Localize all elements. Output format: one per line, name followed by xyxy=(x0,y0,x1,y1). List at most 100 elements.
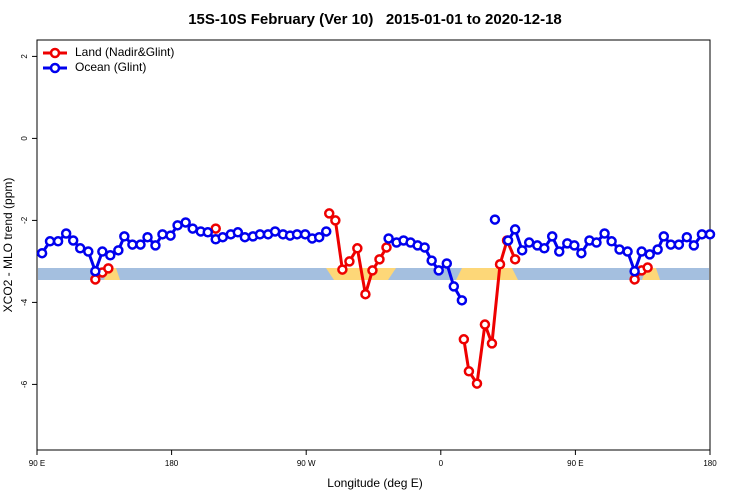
data-point xyxy=(622,246,633,257)
data-point xyxy=(591,237,602,248)
data-point xyxy=(509,224,521,235)
data-point xyxy=(103,263,114,274)
data-point xyxy=(105,250,116,261)
data-point xyxy=(553,246,565,257)
data-point xyxy=(383,233,394,244)
data-point xyxy=(652,244,663,255)
data-point xyxy=(142,231,153,243)
data-point xyxy=(681,231,693,243)
legend-marker xyxy=(49,47,61,59)
y-tick-label: 2 xyxy=(20,54,29,59)
data-point xyxy=(180,217,191,228)
data-point xyxy=(172,220,183,231)
x-tick-label: 0 xyxy=(439,459,444,468)
data-point xyxy=(471,378,483,389)
data-point xyxy=(330,215,341,226)
data-point xyxy=(629,274,640,285)
x-tick-label: 180 xyxy=(165,459,179,468)
data-point xyxy=(90,265,101,277)
data-point xyxy=(360,288,371,300)
data-point xyxy=(456,295,468,306)
data-point xyxy=(44,236,56,247)
x-axis-title: Longitude (deg E) xyxy=(327,476,422,490)
y-tick-label: -2 xyxy=(20,216,29,224)
data-point xyxy=(426,255,437,266)
data-point xyxy=(696,229,708,240)
data-point xyxy=(165,230,176,241)
data-point xyxy=(36,247,48,259)
data-point xyxy=(458,334,470,345)
data-point xyxy=(337,264,348,275)
data-point xyxy=(97,246,108,257)
data-point xyxy=(232,227,244,238)
y-tick-label: -4 xyxy=(20,298,29,306)
data-point xyxy=(113,245,124,256)
chart-title: 15S-10S February (Ver 10) 2015-01-01 to … xyxy=(188,11,562,28)
data-point xyxy=(463,366,475,377)
data-point xyxy=(539,243,550,254)
data-point xyxy=(313,231,325,243)
data-point xyxy=(187,223,198,234)
data-point xyxy=(239,231,251,243)
data-point xyxy=(658,231,670,242)
data-point xyxy=(606,236,617,247)
legend-label: Land (Nadir&Glint) xyxy=(75,45,174,59)
data-point xyxy=(569,240,580,251)
data-point xyxy=(83,246,94,257)
data-point xyxy=(150,240,161,251)
data-point xyxy=(704,229,716,240)
data-point xyxy=(665,239,677,250)
data-point xyxy=(210,223,221,234)
data-point xyxy=(688,240,700,251)
data-point xyxy=(119,231,130,242)
legend-label: Ocean (Glint) xyxy=(75,60,146,74)
data-point xyxy=(320,226,332,237)
data-point xyxy=(291,229,303,240)
data-point xyxy=(127,239,138,250)
data-point xyxy=(636,246,647,257)
x-tick-label: 90 E xyxy=(567,459,583,468)
x-tick-label: 90 E xyxy=(29,459,45,468)
data-point xyxy=(202,227,214,238)
data-point xyxy=(157,229,168,240)
data-point xyxy=(90,274,101,285)
data-point xyxy=(576,247,587,259)
data-point xyxy=(433,265,444,276)
x-tick-label: 180 xyxy=(703,459,717,468)
data-point xyxy=(489,214,501,225)
data-point xyxy=(629,265,640,277)
plot-frame xyxy=(36,39,711,451)
data-point xyxy=(546,231,558,242)
data-point xyxy=(52,236,64,247)
series-line xyxy=(328,212,388,295)
data-point xyxy=(642,262,653,273)
data-point xyxy=(352,243,363,254)
y-tick-label: 0 xyxy=(20,136,29,141)
data-point xyxy=(644,249,655,260)
data-point xyxy=(673,239,685,250)
data-point xyxy=(217,231,228,243)
data-point xyxy=(367,265,378,276)
data-point xyxy=(374,254,385,265)
data-point xyxy=(523,237,535,248)
data-point xyxy=(502,235,514,246)
data-point xyxy=(599,228,610,239)
data-point xyxy=(60,228,72,239)
data-point xyxy=(441,258,453,269)
data-point xyxy=(74,243,86,254)
series-line xyxy=(462,236,517,388)
data-point xyxy=(509,254,521,265)
data-point xyxy=(516,245,528,256)
data-point xyxy=(67,235,79,246)
x-tick-label: 90 W xyxy=(297,459,316,468)
data-point xyxy=(323,208,335,219)
data-point xyxy=(344,256,355,267)
data-point xyxy=(254,229,266,240)
data-point xyxy=(381,242,392,253)
data-point xyxy=(419,242,430,253)
data-point xyxy=(479,319,491,330)
data-point xyxy=(614,244,625,255)
legend: Land (Nadir&Glint)Ocean (Glint) xyxy=(43,45,174,74)
legend-marker xyxy=(49,62,61,74)
